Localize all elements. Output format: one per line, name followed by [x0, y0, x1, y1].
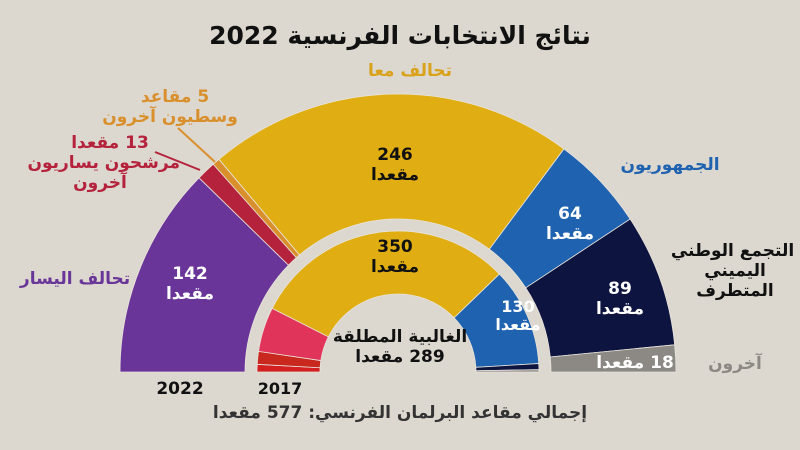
label-ensemble: تحالف معا: [367, 61, 453, 81]
seat-segment-2022-3: [218, 93, 565, 256]
value-246: 246 مقعدا: [370, 145, 419, 185]
label-rn-2: اليميني: [704, 261, 766, 281]
label-centrists-name: وسطيون آخرون: [102, 107, 238, 127]
leader-arrow: [154, 151, 201, 171]
year-2022: 2022: [156, 379, 204, 399]
label-nupes: تحالف اليسار: [19, 269, 131, 289]
label-others-count: 18 مقعدا: [596, 353, 674, 373]
seat-segment-2017-3: [271, 230, 501, 338]
value-142: 142 مقعدا: [165, 264, 214, 304]
label-centrists-count: 5 مقاعد: [140, 87, 210, 107]
value-89: 89 مقعدا: [595, 279, 644, 319]
value-130: 130 مقعدا: [495, 297, 541, 335]
seat-segment-2022-6: [549, 344, 677, 373]
label-left-others-name1: مرشحون يساريون: [27, 153, 180, 173]
majority-count: 289 مقعدا: [355, 347, 445, 367]
leader-arrow: [177, 127, 216, 163]
label-left-others-name2: آخرون: [73, 173, 127, 193]
value-64: 64 مقعدا: [545, 204, 594, 244]
label-republicans: الجمهوريون: [620, 155, 720, 175]
label-rn-3: المتطرف: [696, 281, 774, 301]
seat-segment-2017-6: [475, 369, 540, 373]
year-2017: 2017: [257, 379, 303, 398]
value-350: 350 مقعدا: [370, 237, 419, 277]
majority-label: الغالبية المطلقة: [332, 327, 468, 347]
label-others: آخرون: [708, 354, 762, 374]
label-left-others-count: 13 مقعدا: [71, 133, 149, 153]
label-rn-1: التجمع الوطني: [670, 241, 795, 261]
footer-total: إجمالي مقاعد البرلمان الفرنسي: 577 مقعدا: [212, 403, 588, 423]
chart-title: نتائج الانتخابات الفرنسية 2022: [209, 21, 591, 50]
